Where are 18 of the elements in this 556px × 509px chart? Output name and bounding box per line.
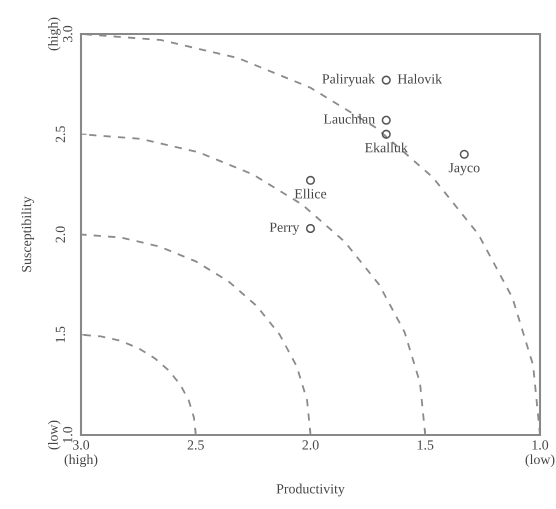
annotation: Ellice — [294, 188, 326, 198]
y-tick-label: 2.0 — [56, 226, 66, 243]
annotation: Ekalluk — [365, 142, 408, 152]
annotation: Perry — [270, 222, 300, 235]
x-tick-label: 1.0 (low) — [526, 440, 554, 467]
y-axis-title: Susceptibility — [21, 196, 34, 272]
x-tick-label: 2.5 — [188, 440, 204, 450]
annotation: Halovik — [398, 74, 442, 84]
annotation: Jayco — [448, 163, 480, 176]
annotation: Paliryuak — [322, 74, 376, 86]
y-tick-label: (low) 1.0 — [48, 420, 72, 450]
x-tick-label: 2.0 — [302, 440, 319, 450]
y-tick-label: (high) 3.0 — [48, 18, 72, 50]
x-axis-title: Productivity — [276, 484, 345, 496]
y-tick-label: 1.5 — [56, 326, 66, 342]
y-tick-label: 2.5 — [56, 126, 66, 142]
x-tick-label: 1.5 — [418, 440, 434, 450]
annotation: Lauchlan — [324, 114, 375, 124]
